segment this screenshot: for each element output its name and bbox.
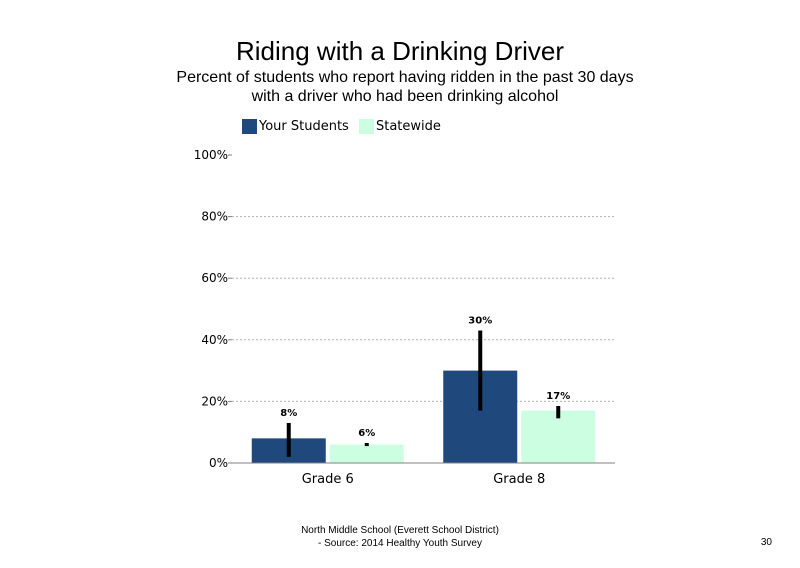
bar-statewide [329,444,404,463]
data-label: 8% [280,408,297,419]
x-tick-label: Grade 6 [302,472,354,487]
chart-subtitle: Percent of students who report having ri… [176,69,634,105]
legend: Your Students Statewide [242,119,447,138]
data-label: 6% [358,428,375,439]
footer-school: North Middle School (Everett School Dist… [301,525,499,536]
legend-label-your-students: Your Students [259,119,349,134]
page-number: 30 [760,537,772,548]
data-label: 30% [468,316,492,327]
chart-title: Riding with a Drinking Driver [236,36,564,66]
y-tick-label: 60% [201,271,228,285]
legend-swatch-statewide [358,119,374,134]
y-tick-label: 100% [194,148,228,162]
y-tick-label: 0% [209,456,228,470]
legend-label-statewide: Statewide [375,119,441,134]
data-label: 17% [546,391,570,402]
legend-swatch-your-students [242,119,257,134]
footer: North Middle School (Everett School Dist… [0,524,800,550]
legend-item-your-students: Your Students [242,119,349,134]
y-tick-label: 40% [201,333,228,347]
x-tick-label: Grade 8 [493,472,545,487]
bar-statewide [521,410,596,463]
footer-source: - Source: 2014 Healthy Youth Survey [318,538,482,549]
y-tick-label: 20% [201,394,228,408]
legend-item-statewide: Statewide [358,119,441,134]
y-tick-label: 80% [201,210,228,224]
